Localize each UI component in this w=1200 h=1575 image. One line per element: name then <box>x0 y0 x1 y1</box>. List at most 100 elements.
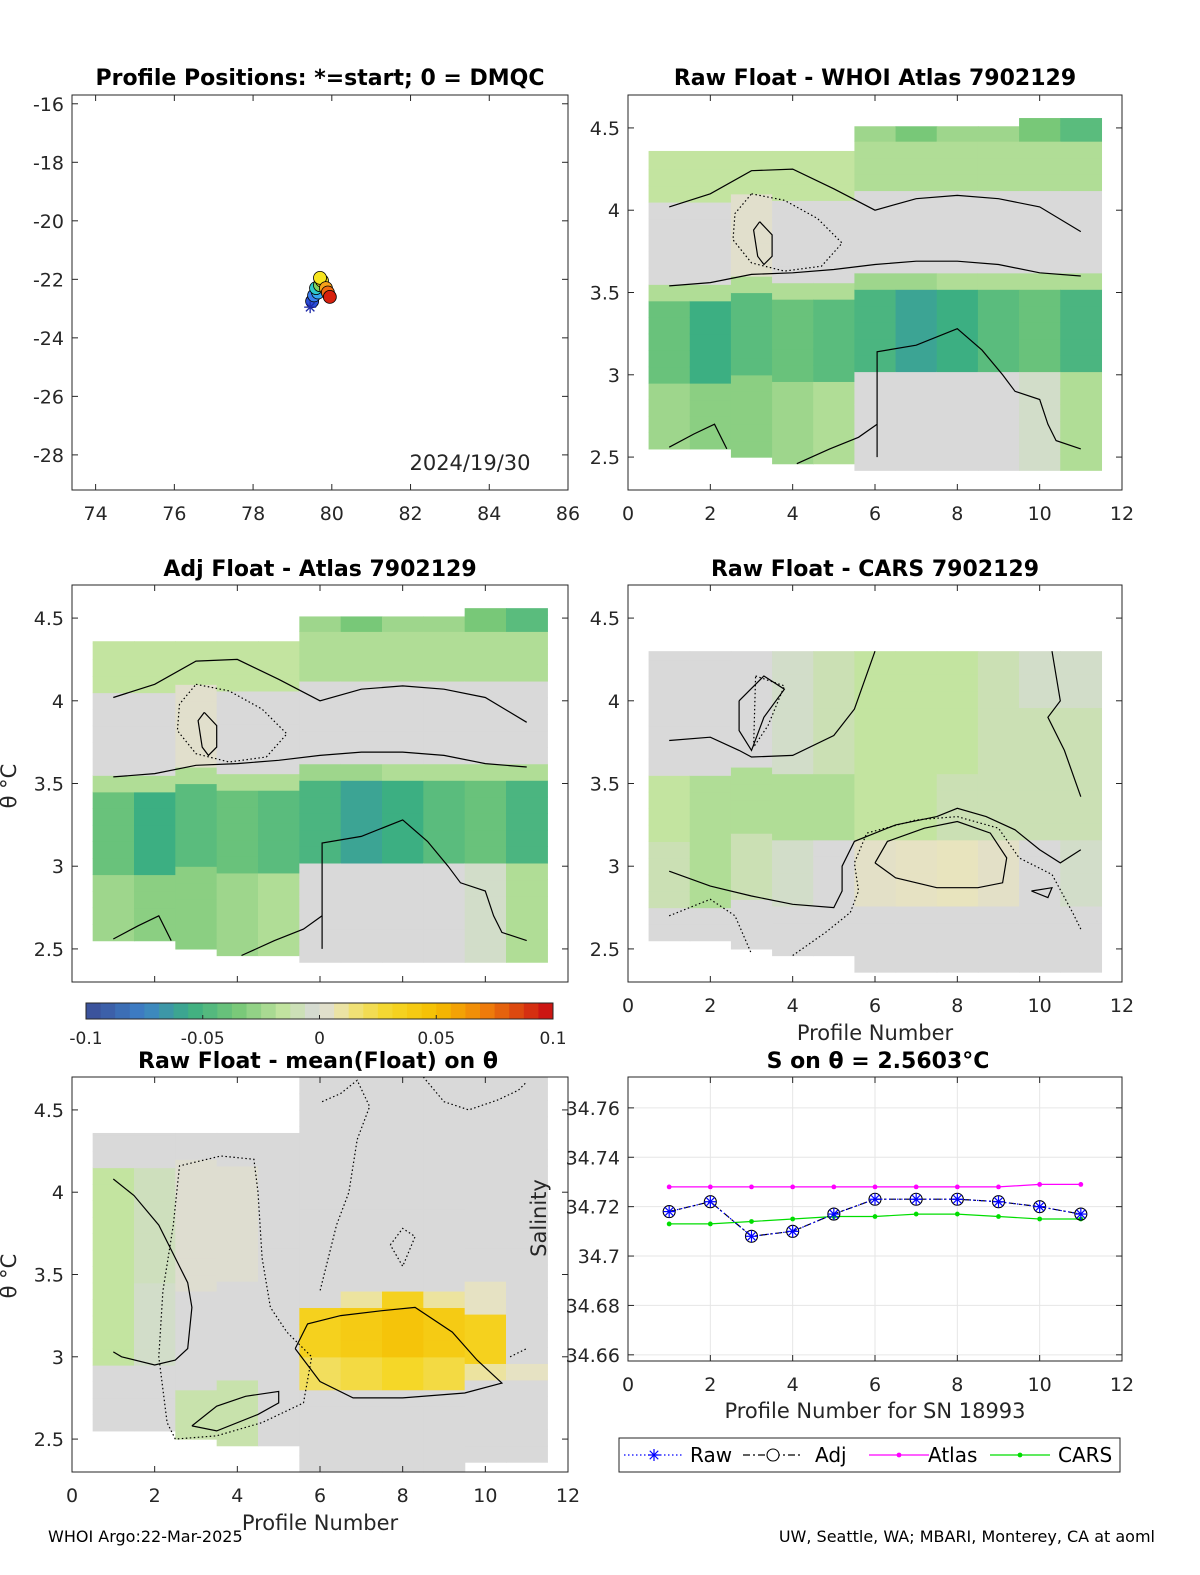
heatmap-cell <box>813 282 856 300</box>
heatmap-cell <box>1019 690 1061 709</box>
x-tick-label: 0 <box>622 995 634 1017</box>
heatmap-cell <box>689 169 732 187</box>
heatmap-cell <box>92 742 135 760</box>
heatmap-cell <box>134 857 176 876</box>
heatmap-cell <box>813 167 856 185</box>
panel-raw-atlas: Raw Float - WHOI Atlas 7902129 0 2 4 6 8 10 12… <box>590 66 1134 525</box>
heatmap-cell <box>936 955 979 973</box>
heatmap-cell <box>464 945 507 963</box>
y-tick-label: 4 <box>608 200 620 222</box>
heatmap-cell <box>464 846 507 864</box>
heatmap-cell <box>648 675 691 694</box>
colorbar-cell <box>509 1003 525 1019</box>
heatmap-cell <box>382 1225 424 1243</box>
heatmap-cell <box>216 1363 259 1381</box>
star-stroke <box>649 1450 659 1460</box>
heatmap-cell <box>895 690 938 709</box>
heatmap-cell <box>382 1258 424 1276</box>
heatmap-cell <box>895 420 938 438</box>
point-raw <box>745 1230 758 1243</box>
y-tick-label: 2.5 <box>34 939 64 961</box>
heatmap-cell <box>464 796 507 814</box>
contour-line <box>738 675 786 752</box>
contour-lines <box>112 1076 528 1440</box>
heatmap-cell <box>730 733 773 752</box>
heatmap-cell <box>689 841 732 859</box>
tick-labels: 2.5 3 3.5 4 4.5 <box>34 585 569 982</box>
point-atlas <box>831 1184 837 1190</box>
heatmap-cell <box>895 657 938 675</box>
heatmap-cell <box>258 1215 300 1233</box>
point-raw <box>1074 1208 1087 1221</box>
heatmap-cell <box>382 1208 424 1226</box>
heatmap-cell <box>506 1297 548 1315</box>
heatmap-cell <box>134 1216 176 1234</box>
heatmap-cell <box>258 1429 300 1447</box>
contour-line <box>321 819 527 949</box>
colorbar-cell <box>217 1003 233 1019</box>
heatmap-cell <box>258 1248 300 1266</box>
heatmap-cell <box>936 740 979 758</box>
heatmap-cell <box>854 790 897 808</box>
heatmap-cell <box>382 714 424 732</box>
heatmap-cell <box>216 723 259 742</box>
heatmap-cell <box>134 692 176 710</box>
heatmap-cell <box>1060 174 1103 192</box>
heatmap-cell <box>134 1414 176 1432</box>
heatmap-cell <box>895 437 938 455</box>
heatmap-cell <box>689 874 732 892</box>
colorbar-tick-label: 0 <box>314 1029 325 1049</box>
heatmap-cell <box>299 1274 342 1292</box>
heatmap-cell <box>854 338 897 356</box>
heatmap-cell <box>772 216 814 234</box>
heatmap-cell <box>977 651 1020 659</box>
heatmap-cell <box>464 714 507 732</box>
heatmap-cell <box>299 1093 342 1111</box>
heatmap-cell <box>936 272 979 290</box>
heatmap-cell <box>936 190 979 208</box>
heatmap-cell <box>340 714 383 732</box>
heatmap-cell <box>92 1414 135 1432</box>
heatmap-cell <box>216 1231 259 1249</box>
heatmap-cell <box>895 126 938 142</box>
heatmap-cell <box>730 226 773 244</box>
heatmap-cell <box>895 955 938 973</box>
heatmap-cell <box>464 1346 507 1364</box>
heatmap-cell <box>423 616 466 632</box>
panel-title: Adj Float - Atlas 7902129 <box>163 557 476 582</box>
heatmap-cells <box>648 118 1103 471</box>
heatmap-cell <box>1019 723 1061 742</box>
heatmap-cell <box>1060 823 1103 841</box>
heatmap-cell <box>382 829 424 847</box>
heatmap-cell <box>216 1264 259 1282</box>
contour-line <box>669 168 1082 233</box>
heatmap-cell <box>730 849 773 867</box>
heatmap-cell <box>854 657 897 675</box>
point-atlas <box>954 1184 960 1190</box>
heatmap-cell <box>382 862 424 881</box>
heatmap-cell <box>648 300 691 318</box>
heatmap-cell <box>854 938 897 957</box>
contour-line-dotted <box>319 1079 371 1292</box>
heatmap-cell <box>689 907 732 925</box>
heatmap-cell <box>134 1132 176 1136</box>
heatmap-cell <box>689 808 732 826</box>
heatmap-cell <box>977 206 1020 224</box>
heatmap-cell <box>423 1439 466 1457</box>
heatmap-cell <box>92 1216 135 1234</box>
heatmap-cell <box>648 432 691 450</box>
point-raw <box>827 1208 840 1221</box>
heatmap-cell <box>92 675 135 694</box>
heatmap-cell <box>506 1231 548 1249</box>
x-tick-label: 0 <box>622 503 634 525</box>
heatmap-cell <box>423 929 466 947</box>
heatmap-cell <box>464 1396 507 1414</box>
heatmap-cell <box>175 1290 218 1309</box>
heatmap-cell <box>895 322 938 340</box>
x-axis-label: Profile Number <box>797 1021 954 1045</box>
heatmap-cell <box>854 453 897 471</box>
heatmap-cell <box>258 806 300 824</box>
heatmap-cell <box>730 150 773 162</box>
heatmap-cell <box>92 824 135 842</box>
heatmap-cell <box>299 680 342 699</box>
